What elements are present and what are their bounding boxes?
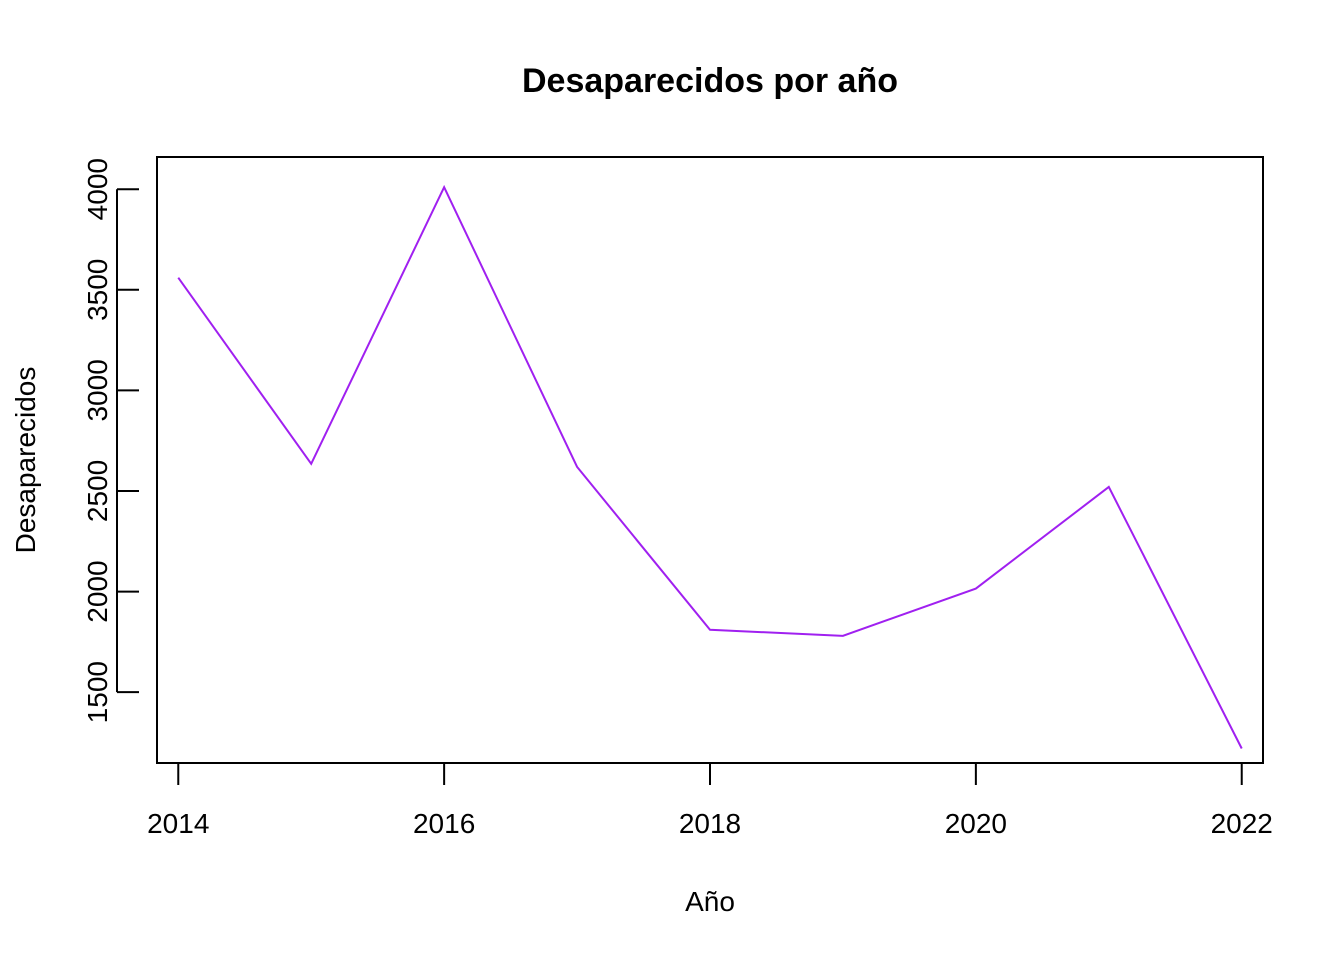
y-axis-label: Desaparecidos: [10, 367, 41, 554]
y-tick-label: 1500: [82, 661, 113, 723]
x-tick-label: 2014: [147, 808, 209, 839]
y-tick-label: 3000: [82, 359, 113, 421]
y-tick-label: 2500: [82, 460, 113, 522]
plot-frame: [156, 156, 1264, 764]
x-axis: 2014 2016 2018 2020 2022: [147, 762, 1273, 839]
chart-title: Desaparecidos por año: [522, 62, 898, 100]
y-tick-label: 2000: [82, 560, 113, 622]
x-tick-label: 2022: [1211, 808, 1273, 839]
x-axis-label: Año: [685, 886, 735, 917]
x-tick-label: 2020: [945, 808, 1007, 839]
series-layer: [177, 184, 1243, 749]
y-tick-label: 4000: [82, 158, 113, 220]
y-tick-label: 3500: [82, 259, 113, 321]
series-line: [177, 184, 1243, 749]
y-axis: 1500 2000 2500 3000 3500 4000: [82, 158, 139, 723]
x-tick-label: 2018: [679, 808, 741, 839]
x-tick-label: 2016: [413, 808, 475, 839]
